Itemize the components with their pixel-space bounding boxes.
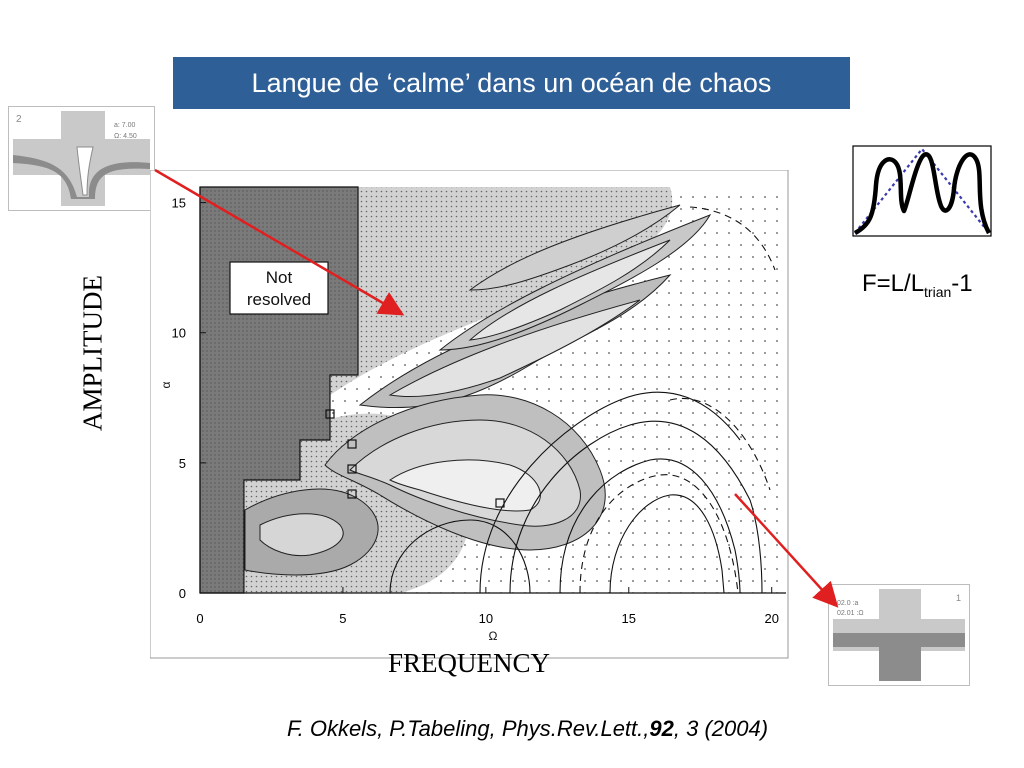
x-axis-ticks: 0 5 10 15 20 (196, 587, 779, 626)
not-resolved-label-line2: resolved (247, 290, 311, 309)
y-tick-label: 5 (179, 456, 186, 471)
thumbnail-bottom-index: 1 (956, 593, 961, 603)
thumbnail-bottom-right: 1 02.0 :a 02.01 :Ω (828, 584, 970, 686)
y-axis-ticks: 0 5 10 15 (172, 196, 206, 601)
formula: F=L/Ltrian-1 (862, 270, 973, 300)
slide-title: Langue de ‘calme’ dans un océan de chaos (173, 57, 850, 109)
phase-diagram: Not resolved 0 5 10 15 20 0 5 10 15 Ω α (150, 170, 789, 659)
frequency-label: FREQUENCY (388, 648, 551, 678)
arrow-to-chaotic-region (154, 168, 405, 316)
y-axis-symbol: α (159, 381, 173, 388)
x-tick-label: 20 (764, 611, 778, 626)
thumbnail-top-param-a: a: 7.00 (114, 122, 136, 129)
x-tick-label: 15 (622, 611, 636, 626)
not-resolved-label-line1: Not (266, 268, 293, 287)
citation: F. Okkels, P.Tabeling, Phys.Rev.Lett.,92… (287, 716, 769, 741)
y-tick-label: 0 (179, 586, 186, 601)
x-axis-symbol: Ω (489, 629, 498, 643)
not-resolved-label-box (229, 261, 329, 315)
thumbnail-top-param-omega: Ω: 4.50 (114, 133, 137, 140)
interface-shape-curve (853, 152, 992, 235)
thumbnail-top-image: 2 a: 7.00 Ω: 4.50 (13, 111, 150, 206)
thumbnail-bottom-param-omega: 02.01 :Ω (837, 610, 864, 617)
thumbnail-bottom-param-a: 02.0 :a (837, 600, 859, 607)
y-tick-label: 10 (172, 326, 186, 341)
shape-sketch (852, 145, 992, 237)
y-tick-label: 15 (172, 196, 186, 211)
x-tick-label: 0 (196, 611, 203, 626)
thumbnail-top-index: 2 (16, 114, 22, 125)
thumbnail-bottom-image: 1 02.0 :a 02.01 :Ω (833, 589, 965, 681)
x-tick-label: 10 (479, 611, 493, 626)
thumbnail-top-left: 2 a: 7.00 Ω: 4.50 (8, 106, 155, 211)
arrow-to-stable-region (734, 493, 839, 608)
x-tick-label: 5 (339, 611, 346, 626)
